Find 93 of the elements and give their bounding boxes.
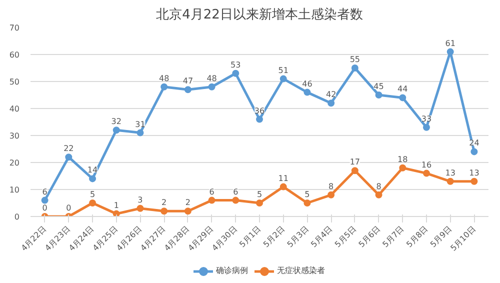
point [328,100,335,107]
y-tick-label: 10 [9,186,20,194]
y-tick-label: 70 [9,24,20,32]
point [65,154,72,161]
point [256,200,263,206]
data-label: 18 [398,154,408,164]
y-tick-label: 20 [9,158,20,168]
point [160,208,168,215]
x-tick-label: 5月5日 [333,224,358,250]
x-tick-label: 5月2日 [262,224,287,250]
point [422,124,430,131]
x-tick-label: 5月4日 [309,224,334,250]
data-label: 53 [230,60,241,70]
data-label: 0 [42,204,48,212]
point [232,196,240,204]
point [112,126,120,134]
data-label: 6 [233,187,238,196]
y-tick-label: 50 [9,78,20,86]
data-label: 48 [158,74,170,83]
data-label: 3 [138,195,143,204]
point [89,200,96,206]
data-label: 42 [326,90,336,100]
point [446,178,454,185]
x-tick-label: 5月7日 [380,224,406,250]
data-label: 22 [64,144,74,154]
data-label: 48 [206,74,217,83]
data-label: 55 [350,55,360,64]
data-label: 14 [87,166,98,175]
data-label: 13 [445,168,456,178]
point [280,75,287,82]
y-tick-label: 60 [9,50,20,60]
point [112,210,120,216]
data-label: 5 [304,190,310,199]
data-label: 6 [209,187,214,196]
data-label: 47 [182,76,194,86]
point [446,48,454,56]
point [470,178,478,185]
data-label: 51 [278,66,288,75]
point [328,191,335,198]
data-label: 33 [421,114,432,124]
point [41,196,48,204]
legend-label: 确诊病例 [216,265,248,276]
data-label: 13 [469,168,480,178]
point [256,116,263,123]
data-label: 46 [302,79,312,88]
x-tick-label: 5月6日 [357,224,382,250]
point [208,83,216,90]
point [304,88,311,96]
point [160,83,168,90]
data-label: 61 [445,38,456,48]
data-label: 44 [398,84,408,94]
point [184,86,192,94]
point [375,191,382,198]
data-label: 16 [421,160,432,170]
point [399,164,406,172]
point [351,167,358,174]
chart-title: 北京4月22日以来新增本土感染者数 [156,8,363,22]
point [136,204,144,212]
data-label: 8 [376,182,382,191]
data-label: 24 [469,138,480,148]
point [280,183,287,190]
point [208,196,216,204]
point [232,70,240,77]
legend-label: 无症状感染者 [277,265,325,276]
y-tick-label: 30 [9,132,20,140]
data-label: 11 [278,174,288,183]
x-tick-label: 5月1日 [238,224,263,250]
point [351,64,358,72]
data-label: 8 [328,182,334,191]
data-label: 32 [111,117,122,126]
data-label: 5 [90,190,96,199]
data-label: 2 [162,198,167,208]
data-label: 2 [185,198,190,208]
y-tick-label: 0 [14,212,20,222]
data-label: 1 [114,200,119,210]
data-label: 5 [256,190,262,199]
point [375,92,382,98]
point [136,129,144,136]
x-tick-label: 5月8日 [404,224,430,250]
y-tick-label: 40 [9,104,20,114]
point [304,200,311,206]
data-label: 17 [350,158,360,167]
point [89,175,96,182]
data-label: 31 [135,120,146,129]
point [422,170,430,177]
data-label: 36 [254,106,265,116]
point [399,94,406,102]
data-label: 6 [42,187,48,196]
data-label: 45 [374,82,384,91]
point [184,208,192,215]
x-tick-label: 5月3日 [286,224,310,250]
point [470,148,478,156]
data-label: 0 [66,204,72,212]
